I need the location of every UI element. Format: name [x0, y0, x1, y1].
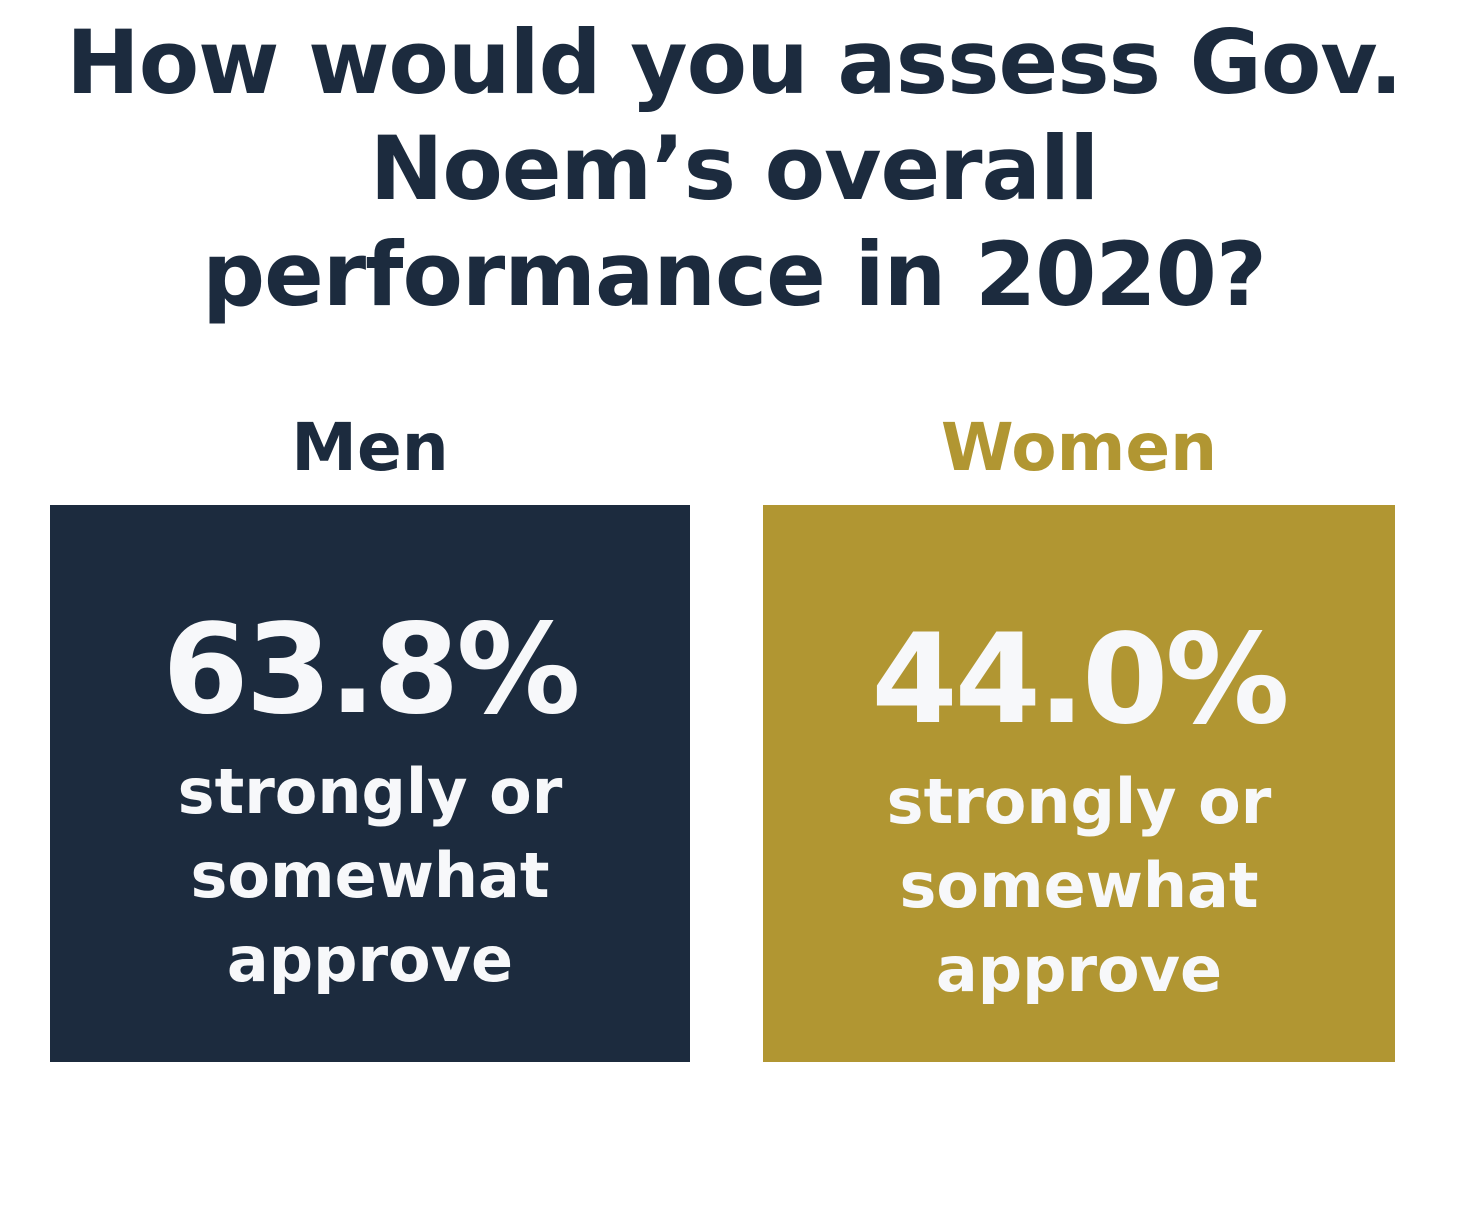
women-approval-description: strongly or somewhat approve — [763, 760, 1395, 1012]
title-line-3: performance in 2020? — [202, 223, 1267, 326]
page-title: How would you assess Gov. Noem’s overall… — [0, 10, 1468, 328]
men-stat-panel: 63.8% strongly or somewhat approve — [50, 505, 690, 1062]
women-desc-line-3: approve — [935, 933, 1223, 1006]
men-approval-value: 63.8% — [162, 598, 580, 742]
women-label: Women — [940, 409, 1218, 486]
men-desc-line-1: strongly or — [177, 755, 563, 828]
men-desc-line-2: somewhat — [190, 839, 550, 912]
men-approval-description: strongly or somewhat approve — [50, 750, 690, 1002]
title-line-1: How would you assess Gov. — [66, 11, 1403, 114]
women-stat-panel: 44.0% strongly or somewhat approve — [763, 505, 1395, 1062]
women-approval-value: 44.0% — [871, 608, 1289, 752]
men-desc-line-3: approve — [226, 923, 514, 996]
men-label: Men — [291, 409, 449, 486]
women-desc-line-1: strongly or — [886, 765, 1272, 838]
title-line-2: Noem’s overall — [369, 117, 1100, 220]
women-desc-line-2: somewhat — [899, 849, 1259, 922]
